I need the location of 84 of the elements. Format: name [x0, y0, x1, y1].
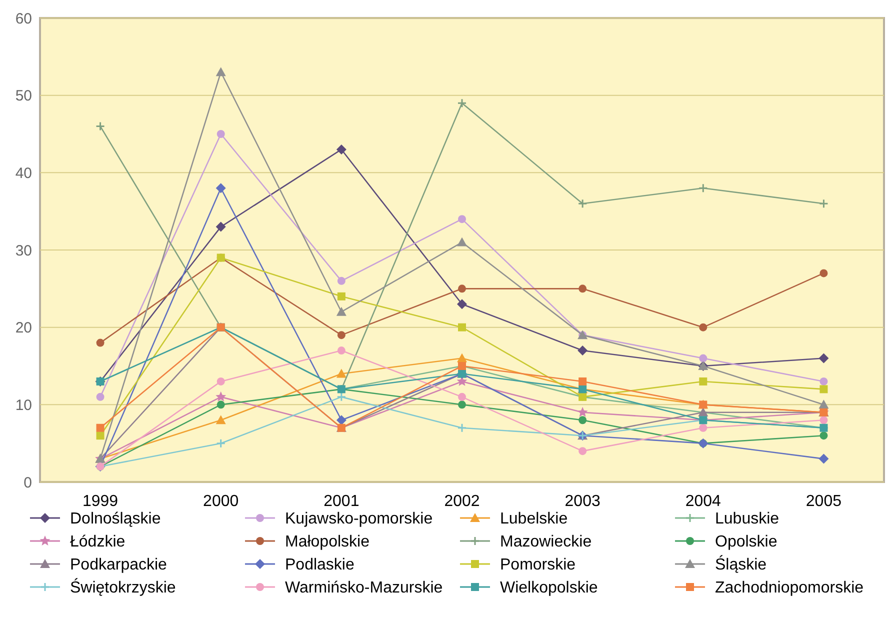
point [457, 423, 467, 433]
point [818, 400, 829, 409]
legend-label: Podlaskie [285, 556, 354, 574]
point [457, 299, 467, 310]
point [578, 416, 587, 424]
legend-label: Małopolskie [285, 534, 370, 551]
point [96, 338, 104, 347]
legend-label: Lubelskie [500, 510, 568, 528]
legend-label: Śląskie [715, 554, 767, 574]
point [458, 400, 466, 409]
point [820, 385, 828, 394]
legend-label: Kujawsko-pomorskie [285, 510, 433, 528]
y-tick-label: 20 [15, 320, 32, 337]
legend-label: Mazowieckie [500, 534, 592, 551]
x-tick-label: 2001 [324, 493, 360, 510]
legend-label: Pomorskie [500, 556, 576, 574]
legend-label: Opolskie [715, 534, 778, 551]
x-tick-label: 2003 [564, 493, 600, 510]
point [216, 377, 225, 386]
point [457, 98, 467, 108]
y-tick-label: 50 [15, 88, 32, 105]
point [578, 377, 587, 386]
point [337, 346, 346, 355]
point [216, 222, 226, 232]
point [699, 354, 708, 362]
point [820, 269, 828, 278]
x-tick-label: 2002 [444, 493, 480, 510]
point [457, 353, 467, 362]
point [336, 392, 346, 402]
point [216, 415, 226, 424]
legend-label: Lubuskie [715, 510, 780, 528]
legend-label: Zachodniopomorskie [715, 580, 864, 597]
point [818, 198, 828, 208]
point [216, 391, 226, 402]
point [578, 346, 588, 356]
point [96, 432, 104, 440]
point [216, 438, 226, 448]
y-tick-label: 10 [15, 396, 32, 414]
point [337, 292, 346, 300]
point [96, 392, 104, 401]
y-tick-label: 60 [15, 10, 32, 28]
point [457, 237, 467, 246]
point [216, 67, 226, 76]
legend-label: Wielkopolskie [500, 580, 598, 597]
point [818, 353, 829, 364]
point [820, 416, 828, 424]
point [336, 368, 346, 378]
point [96, 122, 106, 132]
y-tick-label: 0 [24, 474, 32, 492]
point [458, 323, 466, 332]
point [698, 183, 708, 193]
x-tick-label: 2005 [806, 493, 842, 510]
point [336, 306, 346, 316]
point [818, 454, 829, 464]
point [96, 424, 104, 432]
point [337, 331, 346, 340]
point [578, 284, 587, 293]
legend-label: Łódzkie [70, 534, 126, 551]
point [578, 447, 587, 456]
point [820, 432, 828, 440]
point [216, 130, 225, 138]
point [216, 183, 226, 194]
point [699, 377, 708, 386]
point [216, 400, 225, 409]
point [337, 276, 346, 285]
legend-label: Świętokrzyskie [70, 578, 176, 597]
x-tick-label: 2004 [685, 493, 722, 510]
x-tick-label: 2000 [203, 493, 239, 510]
point [699, 323, 708, 332]
y-tick-label: 30 [15, 242, 32, 260]
point [820, 377, 828, 386]
point [578, 198, 588, 208]
point [458, 284, 466, 293]
legend-label: Podkarpackie [70, 556, 168, 574]
legend-label: Warmińsko-Mazurskie [285, 580, 443, 597]
point [336, 144, 346, 154]
point [336, 415, 346, 426]
point [458, 392, 466, 401]
point [458, 215, 466, 224]
legend-label: Dolnośląskie [70, 510, 161, 528]
point [577, 406, 588, 417]
y-tick-label: 40 [15, 164, 32, 182]
x-tick-label: 1999 [82, 493, 118, 510]
point [699, 424, 708, 432]
